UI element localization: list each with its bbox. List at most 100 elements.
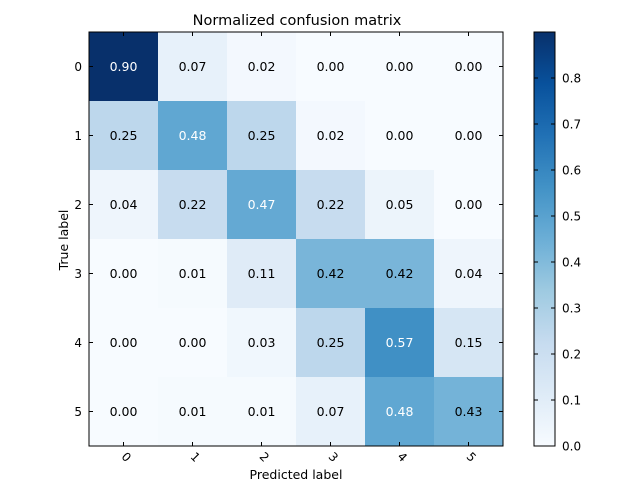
heatmap-cell: [89, 308, 159, 378]
heatmap-cell: [296, 377, 366, 447]
heatmap-cell: [365, 377, 435, 447]
heatmap-cell-values: 0.90 0.07 0.02 0.00 0.00 0.00 0.25 0.48 0.25 0.02…: [110, 59, 483, 419]
heatmap-cell: [434, 101, 504, 171]
cell-value-label: 0.02: [248, 59, 276, 74]
y-tick-label: 1: [74, 129, 82, 143]
cell-value-label: 0.00: [455, 197, 483, 212]
cell-value-label: 0.01: [179, 404, 207, 419]
colorbar-tick-label: 0.1: [562, 394, 581, 408]
heatmap-cell: [158, 170, 228, 240]
cell-value-label: 0.57: [386, 335, 414, 350]
y-tick-label: 0: [74, 60, 82, 74]
colorbar-tick-label: 0.8: [562, 72, 581, 86]
cell-value-label: 0.03: [248, 335, 276, 350]
heatmap-cell: [434, 239, 504, 309]
cell-value-label: 0.00: [110, 335, 138, 350]
y-tick-label: 4: [74, 336, 82, 350]
cell-value-label: 0.42: [317, 266, 345, 281]
heatmap-cell: [158, 239, 228, 309]
cell-value-label: 0.04: [455, 266, 483, 281]
heatmap-cell: [296, 308, 366, 378]
heatmap-cell: [434, 32, 504, 102]
heatmap-cell: [89, 239, 159, 309]
plot-frame: [88, 31, 504, 447]
y-tick-label: 2: [74, 198, 82, 212]
heatmap-cell: [365, 101, 435, 171]
heatmap-cell: [89, 377, 159, 447]
cell-value-label: 0.25: [110, 128, 138, 143]
heatmap-cell: [434, 308, 504, 378]
x-tick-label: 1: [188, 450, 203, 465]
cell-value-label: 0.00: [386, 128, 414, 143]
colorbar-tick-label: 0.2: [562, 348, 581, 362]
heatmap-cell: [227, 32, 297, 102]
cell-value-label: 0.22: [317, 197, 345, 212]
cell-value-label: 0.48: [179, 128, 207, 143]
cell-value-label: 0.00: [386, 59, 414, 74]
colorbar: [533, 31, 556, 447]
heatmap-cell: [296, 32, 366, 102]
y-tick-label: 5: [74, 405, 82, 419]
heatmap-cell: [89, 170, 159, 240]
cell-value-label: 0.07: [179, 59, 207, 74]
cell-value-label: 0.90: [110, 59, 138, 74]
y-axis-label: True label: [56, 210, 71, 272]
cell-value-label: 0.11: [248, 266, 276, 281]
colorbar-tick-label: 0.6: [562, 164, 581, 178]
cell-value-label: 0.15: [455, 335, 483, 350]
heatmap-cells: [89, 32, 504, 447]
cell-value-label: 0.43: [455, 404, 483, 419]
heatmap-cell: [296, 101, 366, 171]
heatmap-cell: [434, 170, 504, 240]
heatmap-cell: [365, 32, 435, 102]
heatmap-cell: [365, 170, 435, 240]
heatmap-cell: [158, 32, 228, 102]
cell-value-label: 0.47: [248, 197, 276, 212]
x-tick-label: 0: [119, 450, 134, 465]
cell-value-label: 0.25: [248, 128, 276, 143]
x-tick-label: 2: [257, 450, 272, 465]
heatmap-cell: [227, 308, 297, 378]
heatmap-cell: [158, 377, 228, 447]
cell-value-label: 0.42: [386, 266, 414, 281]
cell-value-label: 0.00: [455, 128, 483, 143]
cell-value-label: 0.01: [248, 404, 276, 419]
x-tick-label: 3: [326, 450, 341, 465]
cell-value-label: 0.22: [179, 197, 207, 212]
heatmap-cell: [89, 32, 159, 102]
chart-title: Normalized confusion matrix: [193, 13, 402, 29]
heatmap-cell: [227, 239, 297, 309]
heatmap-cell: [365, 239, 435, 309]
colorbar-tick-label: 0.3: [562, 302, 581, 316]
heatmap-cell: [158, 101, 228, 171]
cell-value-label: 0.02: [317, 128, 345, 143]
cell-value-label: 0.00: [110, 404, 138, 419]
cell-value-label: 0.04: [110, 197, 138, 212]
heatmap-cell: [227, 377, 297, 447]
heatmap-cell: [365, 308, 435, 378]
heatmap-cell: [227, 170, 297, 240]
cell-value-label: 0.07: [317, 404, 345, 419]
heatmap-cell: [158, 308, 228, 378]
heatmap-cell: [227, 101, 297, 171]
cell-value-label: 0.00: [110, 266, 138, 281]
cell-value-label: 0.00: [455, 59, 483, 74]
colorbar-tick-label: 0.4: [562, 256, 581, 270]
colorbar-tick-label: 0.7: [562, 118, 581, 132]
cell-value-label: 0.00: [179, 335, 207, 350]
heatmap-cell: [434, 377, 504, 447]
cell-value-label: 0.25: [317, 335, 345, 350]
cell-value-label: 0.05: [386, 197, 414, 212]
x-axis-label: Predicted label: [250, 467, 343, 480]
cell-value-label: 0.00: [317, 59, 345, 74]
x-tick-label: 4: [395, 450, 410, 465]
y-tick-label: 3: [74, 267, 82, 281]
heatmap-cell: [296, 239, 366, 309]
heatmap-cell: [296, 170, 366, 240]
cell-value-label: 0.01: [179, 266, 207, 281]
colorbar-tick-label: 0.0: [562, 440, 581, 454]
cell-value-label: 0.48: [386, 404, 414, 419]
colorbar-ticks: 0.0 0.1 0.2 0.3 0.4 0.5 0.6 0.7 0.8: [534, 72, 581, 454]
x-tick-label: 5: [464, 450, 479, 465]
